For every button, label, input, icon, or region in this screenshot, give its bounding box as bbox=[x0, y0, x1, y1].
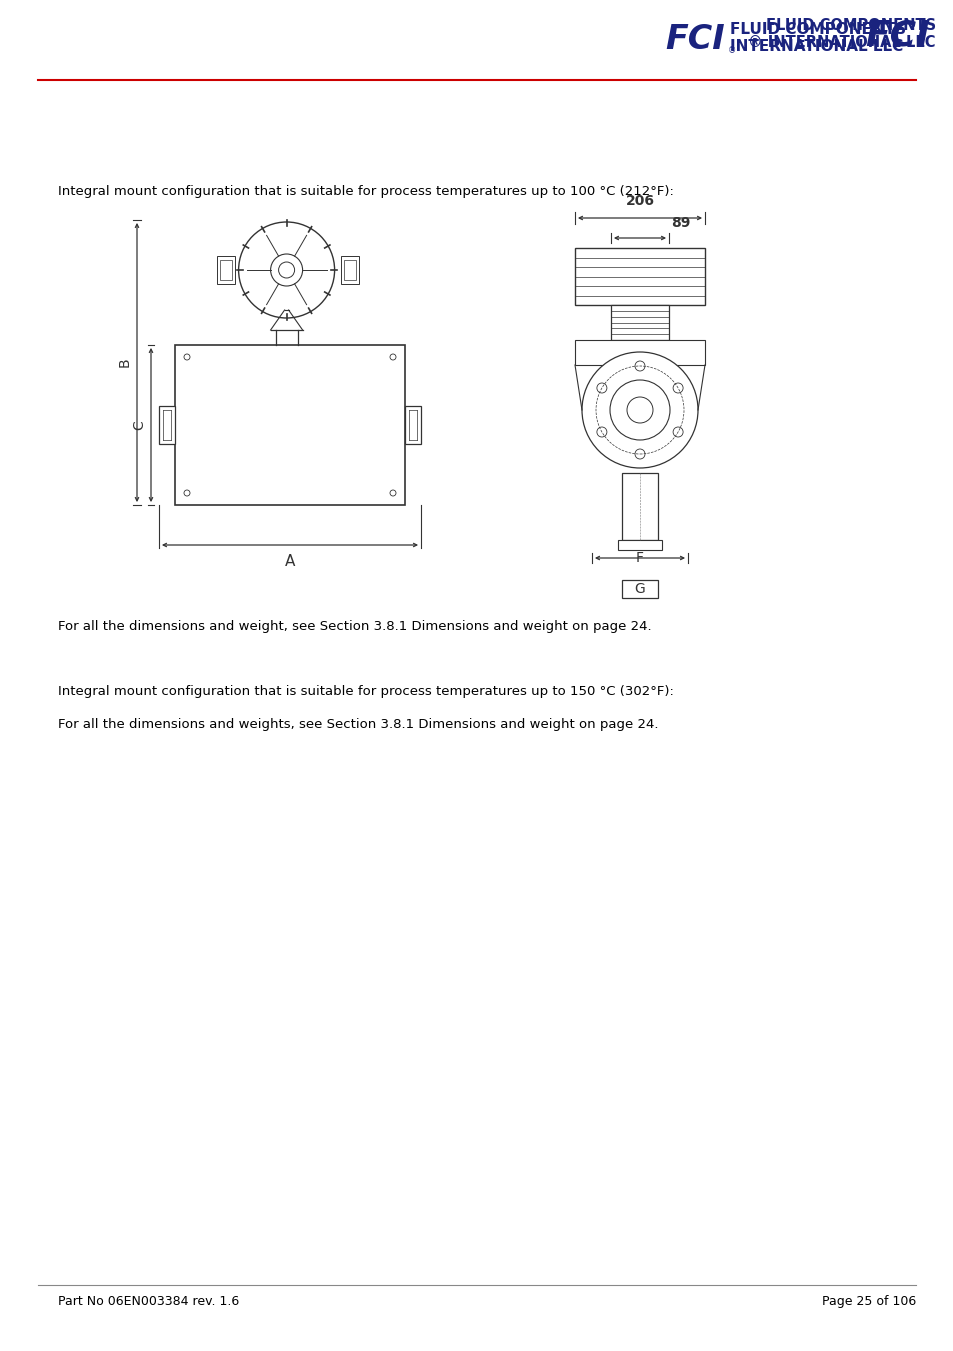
Circle shape bbox=[609, 380, 669, 440]
Bar bbox=[575, 340, 704, 365]
Bar bbox=[575, 249, 704, 305]
Text: ®: ® bbox=[727, 46, 736, 55]
Bar bbox=[621, 580, 658, 598]
Text: Page 25 of 106: Page 25 of 106 bbox=[821, 1296, 915, 1308]
Bar bbox=[216, 255, 234, 284]
Bar bbox=[621, 473, 658, 540]
Bar bbox=[340, 255, 358, 284]
Bar bbox=[159, 407, 174, 444]
Circle shape bbox=[635, 361, 644, 372]
Text: F: F bbox=[636, 551, 643, 565]
Text: Integral mount configuration that is suitable for process temperatures up to 150: Integral mount configuration that is sui… bbox=[58, 685, 673, 698]
Text: B: B bbox=[118, 358, 132, 367]
Circle shape bbox=[390, 490, 395, 496]
Text: FLUID COMPONENTS
® INTERNATIONAL LLC: FLUID COMPONENTS ® INTERNATIONAL LLC bbox=[748, 18, 935, 50]
Bar bbox=[610, 305, 668, 340]
Bar bbox=[343, 259, 355, 280]
Circle shape bbox=[626, 397, 652, 423]
Circle shape bbox=[278, 262, 294, 278]
Circle shape bbox=[673, 382, 682, 393]
Circle shape bbox=[184, 490, 190, 496]
Text: FCI: FCI bbox=[664, 23, 724, 55]
Circle shape bbox=[271, 254, 302, 286]
Circle shape bbox=[635, 449, 644, 459]
Circle shape bbox=[184, 354, 190, 359]
Text: Part No 06EN003384 rev. 1.6: Part No 06EN003384 rev. 1.6 bbox=[58, 1296, 239, 1308]
Text: A: A bbox=[285, 554, 294, 569]
Bar bbox=[174, 345, 405, 505]
Text: G: G bbox=[634, 582, 644, 596]
Text: Integral mount configuration that is suitable for process temperatures up to 100: Integral mount configuration that is sui… bbox=[58, 185, 673, 199]
Circle shape bbox=[597, 382, 606, 393]
Bar bbox=[219, 259, 232, 280]
Text: 206: 206 bbox=[625, 195, 654, 208]
Text: For all the dimensions and weight, see Section 3.8.1 Dimensions and weight on pa: For all the dimensions and weight, see S… bbox=[58, 620, 651, 634]
Circle shape bbox=[390, 354, 395, 359]
Circle shape bbox=[581, 353, 698, 467]
Bar bbox=[618, 540, 661, 550]
Text: FLUID COMPONENTS
INTERNATIONAL LLC: FLUID COMPONENTS INTERNATIONAL LLC bbox=[729, 22, 905, 54]
Circle shape bbox=[673, 427, 682, 436]
Text: For all the dimensions and weights, see Section 3.8.1 Dimensions and weight on p: For all the dimensions and weights, see … bbox=[58, 717, 658, 731]
Circle shape bbox=[238, 222, 335, 317]
Bar bbox=[405, 407, 420, 444]
Circle shape bbox=[597, 427, 606, 436]
Text: C: C bbox=[132, 420, 146, 430]
Text: FCI: FCI bbox=[864, 18, 929, 51]
Text: 89: 89 bbox=[670, 216, 690, 230]
